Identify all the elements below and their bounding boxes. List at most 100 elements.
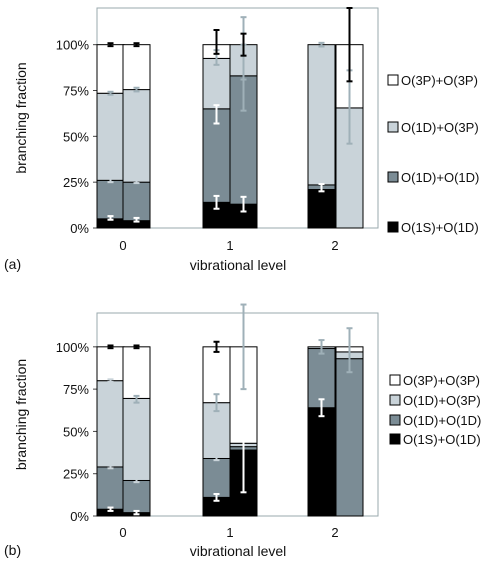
stacked-bar (122, 344, 151, 517)
stacked-bar (229, 16, 258, 229)
bar-segment (307, 44, 336, 186)
y-tick-label: 100% (56, 38, 90, 53)
error-bar (213, 194, 220, 210)
error-bar (107, 90, 114, 96)
panel-label: (b) (4, 542, 21, 558)
error-bar (318, 41, 325, 48)
panel-a: 0% 25% 50% 75% 100% branching fraction 0 1 2 vibr… (4, 7, 479, 273)
stacked-bar (229, 303, 258, 517)
x-tick-label: 0 (119, 238, 126, 253)
y-tick-label: 25% (63, 175, 89, 190)
bar-segment (122, 44, 151, 91)
x-tick-label: 1 (226, 238, 233, 253)
error-bar (213, 104, 220, 125)
error-bar (133, 477, 140, 484)
legend-swatch (387, 121, 399, 133)
y-tick-label: 75% (63, 382, 89, 397)
legend-entry: O(1D)+O(1D) (389, 413, 481, 428)
legend-label: O(1D)+O(3P) (401, 120, 479, 135)
y-tick-label: 75% (63, 84, 89, 99)
error-bar (318, 339, 325, 355)
stacked-bar (96, 42, 125, 229)
stacked-bar (307, 41, 336, 229)
legend-entry: O(1D)+O(3P) (389, 393, 481, 408)
bar-segment (307, 189, 336, 229)
legend-swatch (389, 374, 401, 386)
bar-segment (122, 479, 151, 514)
legend-label: O(3P)+O(3P) (403, 373, 480, 388)
error-bar (133, 216, 140, 223)
bar-segment (96, 92, 125, 181)
bar-segment (96, 380, 125, 468)
bar-segment (96, 346, 125, 382)
y-axis-label: branching fraction (13, 62, 29, 173)
error-bar (240, 303, 247, 391)
legend-swatch (389, 433, 401, 445)
bar-segment (307, 348, 336, 409)
error-bar (346, 327, 353, 374)
error-bar (318, 183, 325, 193)
y-tick-label: 50% (63, 424, 89, 439)
bar-segment (335, 358, 364, 517)
x-tick-label: 0 (119, 525, 126, 540)
y-tick-label: 0% (70, 509, 89, 524)
bar-segment (122, 89, 151, 183)
y-tick-label: 100% (56, 340, 90, 355)
legend-entry: O(3P)+O(3P) (387, 73, 478, 88)
y-axis-label: branching fraction (13, 359, 29, 470)
error-bar (346, 7, 353, 83)
error-bar (133, 344, 140, 350)
error-bar (240, 32, 247, 57)
error-bar (213, 493, 220, 502)
bar-segment (96, 466, 125, 510)
error-bar (133, 86, 140, 93)
y-tick-label: 25% (63, 467, 89, 482)
bar-segment (122, 181, 151, 222)
panel-b: 0% 25% 50% 75% 100% branching fraction 0 1 2 vibr… (4, 303, 481, 559)
legend-swatch (387, 171, 399, 183)
stacked-bar (335, 327, 364, 517)
bar-segment (96, 44, 125, 94)
x-axis-label: vibrational level (190, 257, 287, 273)
legend-swatch (387, 74, 399, 86)
legend-entry: O(1S)+O(1D) (387, 220, 479, 235)
error-bar (213, 393, 220, 413)
bar-segment (122, 346, 151, 399)
bar-segment (202, 457, 231, 498)
stacked-bar (307, 339, 336, 517)
bar-segment (96, 179, 125, 220)
error-bar (107, 506, 114, 512)
legend-label: O(1S)+O(1D) (401, 220, 479, 235)
error-bar (133, 178, 140, 185)
legend-label: O(3P)+O(3P) (401, 73, 478, 88)
stacked-bar (122, 42, 151, 229)
legend-label: O(1D)+O(1D) (401, 170, 479, 185)
error-bar (318, 398, 325, 418)
error-bar (107, 344, 114, 350)
x-tick-label: 2 (331, 238, 338, 253)
legend-label: O(1D)+O(3P) (403, 393, 481, 408)
y-tick-label: 0% (70, 221, 89, 236)
stacked-bar (335, 7, 364, 229)
stacked-bar (96, 344, 125, 517)
y-tick-label: 50% (63, 129, 89, 144)
error-bar (213, 455, 220, 462)
legend-label: O(1D)+O(1D) (403, 413, 481, 428)
stacked-bar (202, 29, 231, 229)
bar-segment (202, 57, 231, 110)
legend-swatch (389, 394, 401, 406)
error-bar (133, 394, 140, 404)
panel-label: (a) (4, 256, 21, 272)
error-bar (213, 340, 220, 353)
x-tick-label: 1 (226, 525, 233, 540)
error-bar (107, 464, 114, 470)
bar-segment (122, 397, 151, 481)
legend-entry: O(3P)+O(3P) (389, 373, 480, 388)
legend-swatch (387, 221, 399, 233)
x-tick-label: 2 (331, 525, 338, 540)
error-bar (240, 195, 247, 213)
legend-entry: O(1S)+O(1D) (389, 432, 481, 447)
legend-entry: O(1D)+O(3P) (387, 120, 479, 135)
error-bar (133, 509, 140, 516)
error-bar (107, 378, 114, 384)
